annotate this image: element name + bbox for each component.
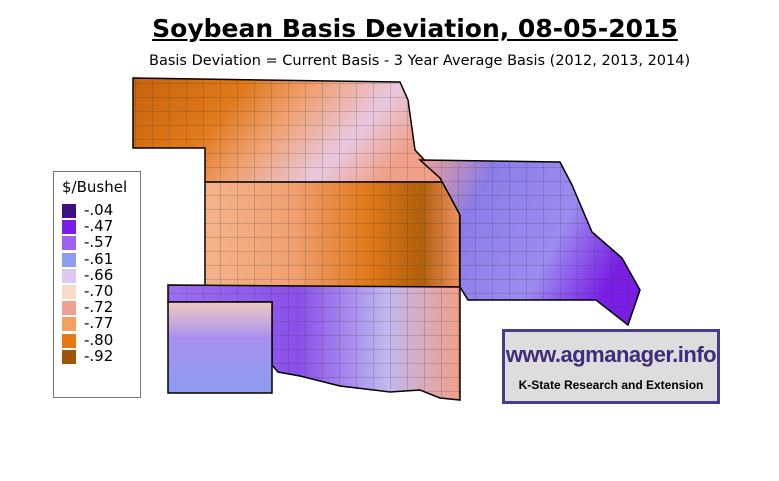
panhandle — [167, 301, 273, 394]
legend-label: -.66 — [84, 265, 114, 284]
legend-swatch — [62, 317, 76, 332]
legend-label: -.92 — [84, 346, 114, 365]
legend-label: -.04 — [84, 201, 114, 219]
legend-label: -.57 — [84, 233, 114, 252]
legend-label: -.72 — [84, 298, 114, 317]
legend-swatch — [62, 285, 76, 299]
title: Soybean Basis Deviation, 08-05-2015 — [152, 14, 678, 43]
county-grid — [133, 78, 640, 400]
legend: $/Bushel -.04 -.47 -.57 -.61 -.66 -.70 -.72 -.7… — [53, 171, 141, 398]
logo-url: www.agmanager.info — [505, 342, 717, 367]
legend-label: -.80 — [84, 330, 114, 349]
legend-swatch — [62, 349, 76, 364]
legend-swatch — [62, 236, 76, 251]
logo-org: K-State Research and Extension — [518, 378, 704, 392]
legend-label: -.61 — [84, 249, 114, 268]
legend-label: -.47 — [84, 217, 114, 236]
subtitle: Basis Deviation = Current Basis - 3 Year… — [149, 53, 691, 69]
legend-title: $/Bushel — [62, 178, 128, 196]
legend-swatch — [62, 301, 76, 316]
legend-swatch — [62, 204, 76, 218]
legend-label: -.77 — [84, 314, 114, 333]
legend-swatch — [62, 268, 76, 283]
logo: www.agmanager.info K-State Research and … — [502, 329, 720, 404]
legend-swatch — [62, 220, 76, 235]
legend-swatch — [62, 333, 76, 348]
legend-label: -.70 — [84, 282, 114, 300]
legend-swatch — [62, 252, 76, 267]
